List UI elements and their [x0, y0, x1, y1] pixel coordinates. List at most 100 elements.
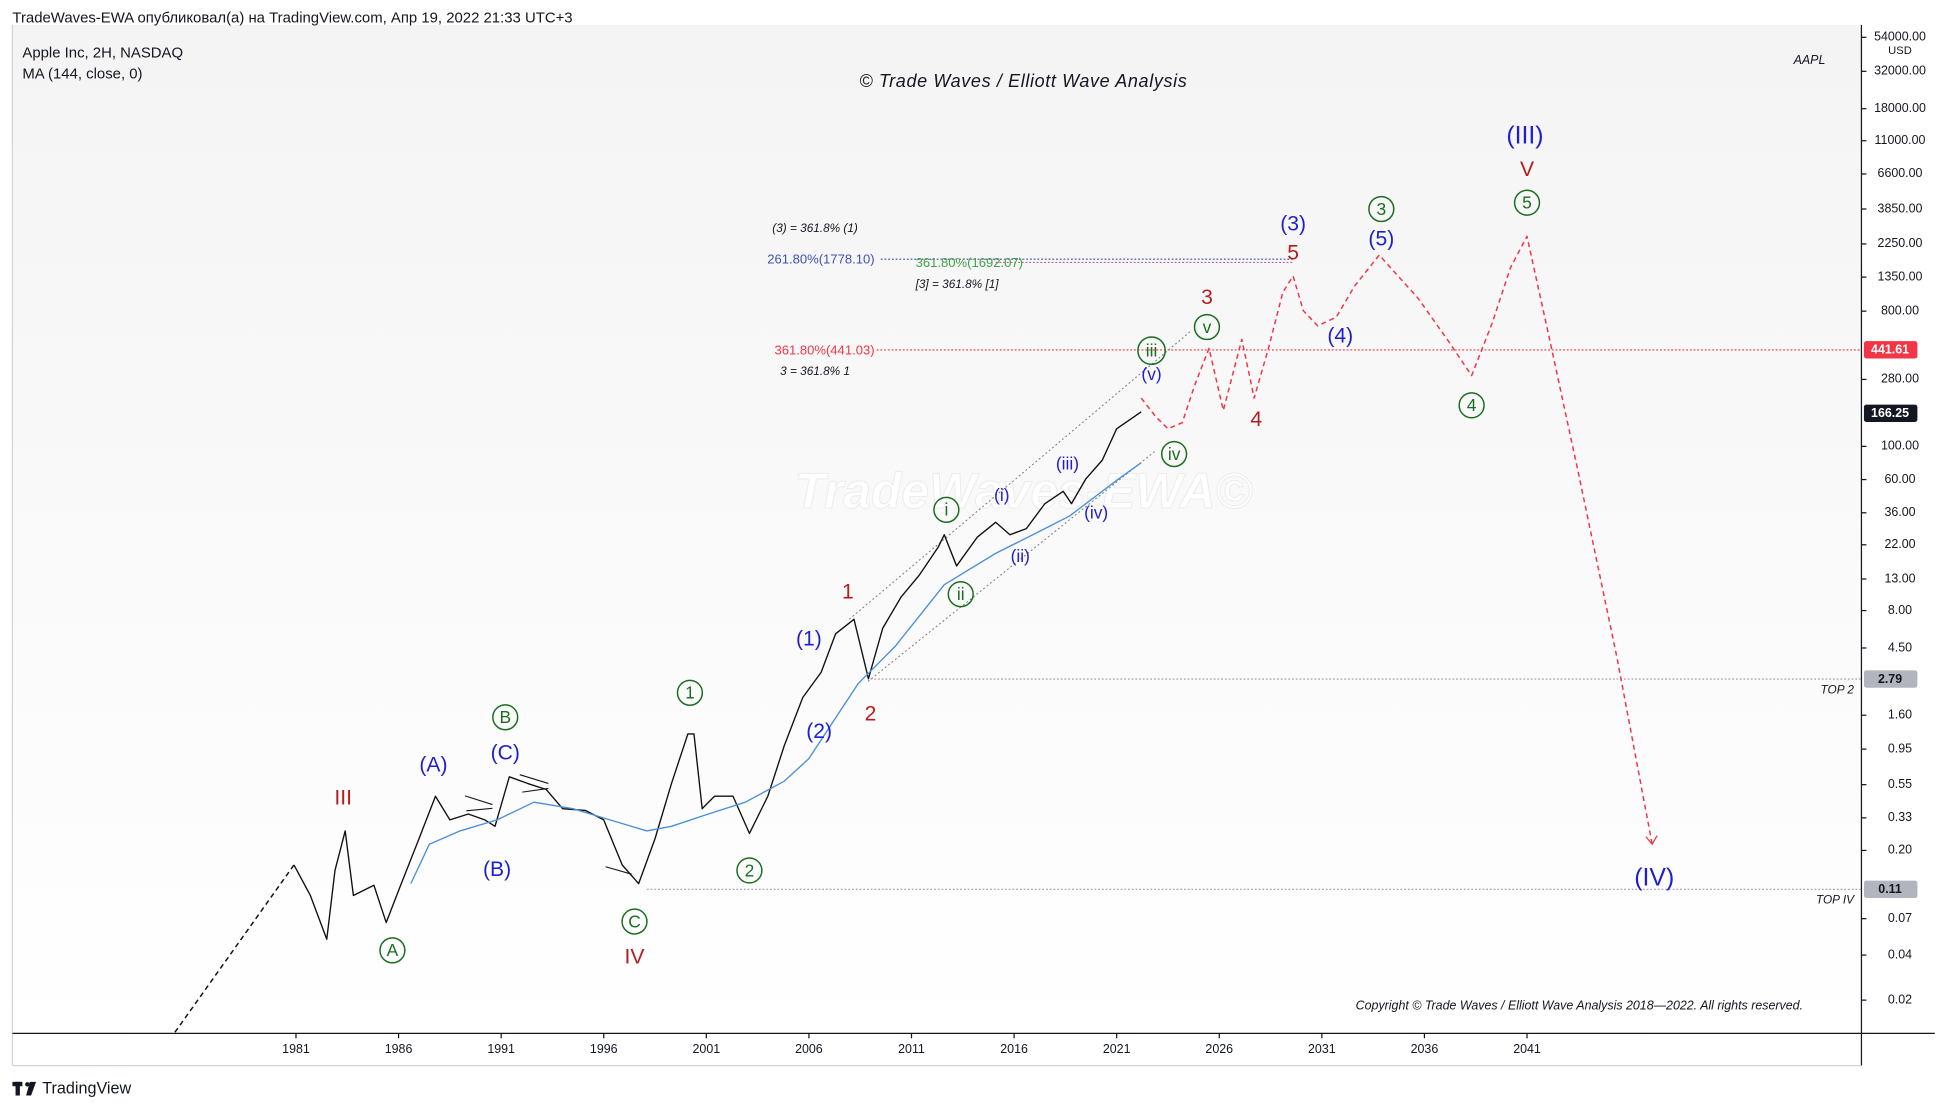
trend-channel [848, 330, 1192, 682]
wave-label: v [1203, 317, 1212, 337]
y-tick-label: 11000.00 [1875, 133, 1926, 147]
chart-title: © Trade Waves / Elliott Wave Analysis [859, 71, 1187, 91]
footer-brand: TradingView [42, 1080, 131, 1098]
y-tick-label: 3850.00 [1878, 201, 1923, 215]
y-tick-label: 0.33 [1888, 810, 1912, 824]
wave-circle [1193, 313, 1221, 341]
price-label-bg [1863, 341, 1918, 359]
wave-label: 361.80%(1692.07) [916, 255, 1023, 270]
wave-circle [1458, 392, 1485, 419]
wave-label: (III) [1506, 121, 1543, 149]
x-tick-label: 1986 [385, 1042, 413, 1056]
x-tick-label: 2021 [1103, 1042, 1131, 1056]
y-tick-label: 800.00 [1881, 303, 1919, 317]
price-label-bg [1863, 670, 1918, 688]
wave-circle [1513, 189, 1541, 216]
wave-label: (2) [806, 720, 832, 743]
y-tick-label: 0.55 [1888, 777, 1912, 791]
price-label: 441.61 [1871, 343, 1909, 357]
plot-background [12, 24, 1862, 1034]
price-line [293, 411, 1142, 940]
y-tick-label: 280.00 [1881, 372, 1919, 386]
wave-circle [933, 496, 960, 523]
wave-circle [1137, 336, 1166, 366]
y-tick-label: 0.02 [1888, 992, 1912, 1006]
y-tick-label: 100.00 [1881, 439, 1919, 453]
wave-label: 1 [842, 580, 854, 603]
wave-label: (1) [796, 627, 822, 650]
wave-label: 3 [1377, 199, 1387, 219]
wave-label: 3 [1201, 286, 1213, 309]
wave-label: 1 [685, 683, 695, 703]
wave-circle [379, 937, 406, 964]
arrow-head [1645, 835, 1658, 846]
tradingview-logo [12, 1081, 37, 1096]
wave-label: 5 [1287, 241, 1299, 264]
y-tick-label: 2250.00 [1878, 236, 1923, 250]
wave-label: iv [1168, 444, 1181, 464]
x-tick-label: 2041 [1513, 1042, 1541, 1056]
price-label-bg [1863, 404, 1918, 423]
wave-label: B [499, 707, 511, 727]
wave-label: i [944, 500, 948, 520]
y-tick-label: 54000.00 [1874, 30, 1926, 44]
wave-label: III [334, 787, 352, 810]
price-label-bg [1863, 880, 1918, 899]
wave-label: (C) [491, 741, 520, 764]
wave-circle [492, 704, 519, 731]
y-tick-label: 13.00 [1884, 571, 1915, 585]
x-tick-label: 1996 [590, 1042, 618, 1056]
y-tick-label: 4.50 [1888, 640, 1912, 654]
wave-label: (i) [994, 485, 1009, 505]
projection-line [1140, 235, 1653, 845]
wave-circle [736, 857, 763, 884]
x-tick-label: 1981 [282, 1042, 310, 1056]
y-tick-label: 32000.00 [1874, 64, 1926, 78]
wave-label: (4) [1327, 325, 1353, 348]
level-label: TOP IV [1816, 893, 1855, 907]
publisher-line: TradeWaves-EWA опубликовал(а) на Trading… [12, 10, 572, 27]
wave-label: 2 [745, 860, 755, 880]
wave-label: C [628, 911, 641, 931]
price-label: 0.11 [1878, 882, 1902, 896]
wave-circle [621, 908, 648, 935]
y-tick-label: 0.04 [1888, 947, 1912, 961]
wave-label: (B) [483, 858, 511, 881]
y-tick-label: 0.07 [1888, 911, 1912, 925]
x-tick-label: 1991 [487, 1042, 515, 1056]
x-tick-label: 2011 [898, 1042, 925, 1056]
wave-label: (A) [419, 753, 447, 776]
wave-label: (v) [1141, 364, 1161, 384]
wave-circle [1368, 195, 1395, 223]
wave-label: A [387, 940, 399, 960]
wave-circle [1160, 440, 1188, 468]
wave-label: (5) [1368, 228, 1394, 251]
y-tick-label: 6600.00 [1878, 166, 1923, 180]
wave-label: 3 = 361.8% 1 [780, 364, 850, 378]
wave-label: (ii) [1011, 546, 1030, 566]
price-label: 2.79 [1878, 672, 1902, 686]
y-tick-label: 1350.00 [1878, 269, 1923, 283]
x-tick-label: 2016 [1000, 1042, 1028, 1056]
y-tick-label: 22.00 [1884, 537, 1915, 551]
wave-label: 4 [1467, 395, 1477, 415]
wave-label: (iv) [1084, 502, 1108, 522]
y-tick-label: 0.95 [1888, 741, 1912, 755]
x-tick-label: 2031 [1308, 1042, 1336, 1056]
wave-label: V [1520, 158, 1534, 181]
y-tick-label: 18000.00 [1874, 101, 1926, 115]
wave-label: 4 [1250, 408, 1262, 431]
symbol-label: AAPL [1793, 53, 1826, 67]
wave-label: 2 [865, 702, 877, 725]
price-line [410, 462, 1142, 884]
x-tick-label: 2006 [795, 1042, 823, 1056]
wave-label: 5 [1522, 193, 1532, 213]
copyright: Copyright © Trade Waves / Elliott Wave A… [1356, 998, 1803, 1012]
wave-label: (iii) [1056, 454, 1079, 474]
currency-label: USD [1888, 45, 1912, 57]
y-tick-label: 60.00 [1884, 472, 1915, 486]
wave-label: ii [957, 584, 965, 604]
wave-label: (3) = 361.8% (1) [772, 221, 858, 235]
x-tick-label: 2001 [693, 1042, 721, 1056]
